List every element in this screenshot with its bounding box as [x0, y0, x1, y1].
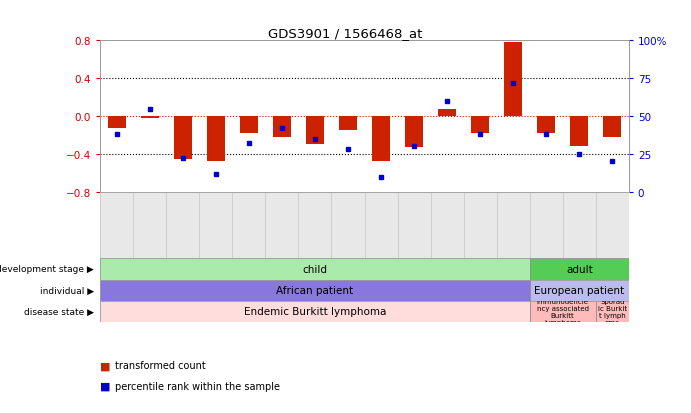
Bar [372, 117, 390, 161]
Text: GDS3901 / 1566468_at: GDS3901 / 1566468_at [268, 27, 423, 40]
FancyBboxPatch shape [100, 301, 530, 322]
Text: Endemic Burkitt lymphoma: Endemic Burkitt lymphoma [244, 306, 386, 316]
FancyBboxPatch shape [530, 259, 629, 280]
Bar [141, 117, 159, 119]
Text: individual ▶: individual ▶ [39, 286, 94, 295]
Bar [207, 117, 225, 161]
FancyBboxPatch shape [596, 301, 629, 322]
Bar [405, 117, 423, 148]
Bar [537, 117, 556, 134]
Text: European patient: European patient [534, 285, 624, 295]
Bar [108, 117, 126, 129]
Text: African patient: African patient [276, 285, 354, 295]
Text: Sporad
ic Burkit
t lymph
oma: Sporad ic Burkit t lymph oma [598, 298, 627, 325]
Bar [173, 117, 192, 159]
Bar [339, 117, 357, 131]
Bar [240, 117, 258, 134]
Bar [504, 43, 522, 117]
Bar [471, 117, 489, 134]
Text: adult: adult [566, 264, 593, 274]
Text: transformed count: transformed count [115, 361, 206, 370]
Text: percentile rank within the sample: percentile rank within the sample [115, 381, 281, 391]
Text: ■: ■ [100, 381, 111, 391]
Bar [273, 117, 291, 138]
Bar [306, 117, 324, 145]
FancyBboxPatch shape [530, 301, 596, 322]
Bar [438, 110, 456, 117]
Text: child: child [303, 264, 328, 274]
Text: development stage ▶: development stage ▶ [0, 265, 94, 274]
FancyBboxPatch shape [530, 280, 629, 301]
Text: Immunodeficie
ncy associated
Burkitt
lymphoma: Immunodeficie ncy associated Burkitt lym… [537, 298, 589, 325]
Text: disease state ▶: disease state ▶ [24, 307, 94, 316]
Bar [603, 117, 621, 138]
Bar [570, 117, 588, 147]
FancyBboxPatch shape [100, 259, 530, 280]
Text: ■: ■ [100, 361, 111, 370]
FancyBboxPatch shape [100, 280, 530, 301]
